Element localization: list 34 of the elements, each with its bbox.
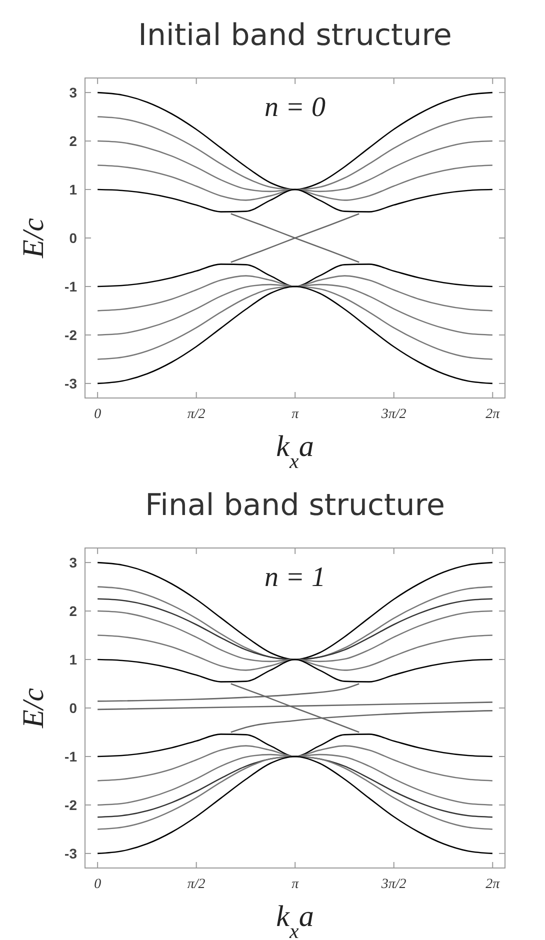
x-tick-label: 2π <box>486 407 501 422</box>
y-tick-label: 2 <box>69 603 78 620</box>
annotation: n = 1 <box>264 562 326 593</box>
chart-title: Final band structure <box>145 488 445 523</box>
y-tick-label: 3 <box>69 554 78 571</box>
line-series <box>230 213 360 263</box>
line-series <box>96 598 494 660</box>
x-tick-label: π <box>292 877 300 892</box>
y-tick-label: 2 <box>69 133 78 150</box>
y-tick-label: 3 <box>69 84 78 101</box>
x-tick-label: 3π/2 <box>380 407 406 422</box>
x-tick-label: 0 <box>94 407 102 422</box>
y-tick-label: -3 <box>64 845 78 862</box>
y-tick-label: 0 <box>69 700 78 716</box>
x-axis-title: k$_{x}$a <box>276 430 314 473</box>
annotation: n = 0 <box>264 92 326 123</box>
y-tick-label: -1 <box>64 748 78 764</box>
y-tick-label: -1 <box>64 278 78 294</box>
x-tick-label: π/2 <box>187 877 206 892</box>
x-tick-label: 2π <box>486 877 501 892</box>
x-tick-label: 0 <box>94 877 102 892</box>
chart-title: Initial band structure <box>138 18 452 53</box>
y-tick-label: 1 <box>69 182 78 198</box>
y-tick-label: -2 <box>64 796 78 813</box>
y-axis-title: E/c <box>17 218 50 259</box>
x-axis-title: k$_{x}$a <box>276 900 314 940</box>
y-tick-label: 0 <box>69 230 78 246</box>
y-axis-title: E/c <box>17 688 50 729</box>
y-tick-label: -2 <box>64 326 78 343</box>
x-tick-label: 3π/2 <box>380 877 406 892</box>
x-tick-label: π <box>292 407 300 422</box>
y-tick-label: 1 <box>69 652 78 668</box>
y-tick-label: -3 <box>64 375 78 392</box>
x-tick-label: π/2 <box>187 407 206 422</box>
